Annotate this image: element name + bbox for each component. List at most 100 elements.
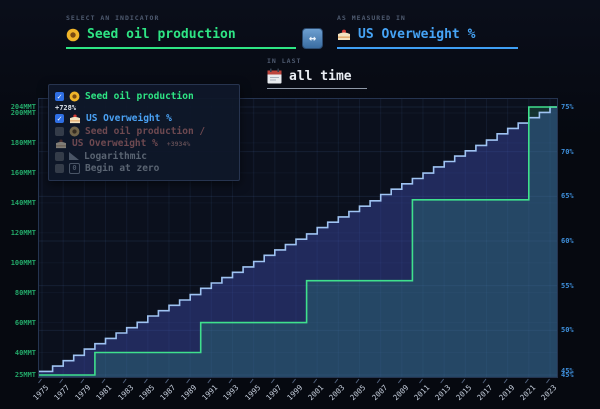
x-axis-label: 1999 [285, 383, 305, 403]
legend-item-ratio-line1[interactable]: Seed oil production / [55, 125, 233, 138]
y-axis-label-left: 60MMT [14, 318, 36, 327]
x-tick [440, 378, 445, 384]
x-axis-label: 2007 [369, 383, 390, 403]
indicator-field-label: SELECT AN INDICATOR [66, 14, 160, 22]
x-axis-label: 2015 [454, 383, 474, 403]
x-tick [397, 378, 402, 384]
x-tick [101, 378, 106, 384]
range-value: all time [289, 68, 352, 84]
y-axis-label-right: 55% [561, 281, 574, 290]
checkbox-unchecked-icon[interactable] [55, 151, 64, 161]
legend-label: Logarithmic [84, 150, 147, 162]
legend-label: Seed oil production / [85, 125, 206, 137]
x-axis-label: 2021 [518, 383, 538, 403]
range-select[interactable]: all time [267, 68, 367, 89]
checkbox-unchecked-icon[interactable] [55, 126, 64, 136]
y-axis-label-right: 50% [561, 326, 574, 335]
x-tick [207, 378, 212, 384]
overweight-area [38, 107, 558, 378]
x-tick [38, 378, 42, 384]
y-axis-label-left: 180MMT [10, 138, 36, 147]
checkbox-checked-icon[interactable]: ✓ [55, 91, 64, 101]
y-axis-label-left: 40MMT [14, 348, 36, 357]
legend-item-seed-oil[interactable]: ✓ Seed oil production [55, 90, 233, 103]
x-axis-label: 1983 [115, 383, 136, 403]
y-axis-right: 75% 70% 65% 60% 55% 50% 45% 45% [561, 0, 600, 409]
x-axis-label: 2005 [348, 383, 368, 403]
x-axis-label: 2003 [327, 383, 347, 403]
y-axis-label-right: 65% [561, 192, 574, 201]
x-axis-label: 2013 [433, 383, 453, 403]
x-tick [165, 378, 169, 384]
sunflower-icon [66, 28, 80, 42]
range-field-label: IN LAST [267, 57, 302, 65]
checkbox-checked-icon[interactable]: ✓ [55, 114, 64, 124]
legend-item-ratio-line2[interactable]: US Overweight % +3934% [55, 138, 233, 151]
sunflower-icon [69, 91, 80, 102]
legend-item-begin-at-zero[interactable]: 0 Begin at zero [55, 163, 233, 176]
cake-icon [337, 29, 351, 41]
x-axis-label: 1981 [94, 383, 114, 403]
y-axis-left: 204MMT 200MMT 180MMT 160MMT 140MMT 120MMT 100M… [0, 0, 36, 409]
cake-icon [69, 114, 81, 124]
legend-label: US Overweight % [86, 113, 172, 125]
x-tick [249, 378, 254, 384]
triangle-ruler-icon [69, 152, 79, 161]
legend-change-value: +728% [55, 103, 77, 112]
plot-svg[interactable] [38, 98, 558, 385]
legend-item-logarithmic[interactable]: Logarithmic [55, 150, 233, 163]
indicator-select[interactable]: Seed oil production [66, 27, 296, 49]
x-tick [546, 378, 550, 384]
x-tick [228, 378, 233, 384]
legend-panel: ✓ Seed oil production +728% ✓ US Overwei… [48, 84, 240, 181]
y-axis-label-right: 70% [561, 147, 574, 156]
x-axis-label: 1989 [179, 383, 199, 403]
x-axis-label: 1987 [158, 383, 178, 403]
x-tick [122, 378, 127, 384]
x-tick [482, 378, 487, 384]
x-tick [524, 378, 529, 384]
seed-oil-area [38, 107, 558, 378]
x-axis-label: 1977 [52, 383, 72, 403]
x-axis-label: 1979 [73, 383, 93, 403]
x-axis-label: 2017 [475, 383, 495, 403]
y-axis-label-left: 100MMT [10, 258, 36, 267]
y-axis-label-right: 45% [561, 371, 574, 379]
checkbox-unchecked-icon[interactable] [55, 164, 64, 174]
measure-field: AS MEASURED IN US Overweight % [337, 14, 518, 49]
legend-item-overweight[interactable]: ✓ US Overweight % [55, 113, 233, 126]
cake-icon [55, 139, 67, 149]
x-axis-label: 1985 [137, 383, 157, 403]
x-axis-label: 2001 [306, 383, 326, 403]
y-axis-label-left: 204MMT [10, 103, 36, 111]
x-axis-label: 1993 [221, 383, 241, 403]
x-tick [419, 378, 423, 384]
x-axis-label: 2023 [539, 383, 559, 403]
swap-arrows-icon: ↔ [308, 31, 317, 45]
measure-field-label: AS MEASURED IN [337, 14, 406, 22]
x-tick [186, 378, 191, 384]
legend-label: Seed oil production [85, 90, 194, 102]
sunflower-icon [69, 126, 80, 137]
y-axis-label-left: 25MMT [14, 371, 36, 379]
legend-label: Begin at zero [85, 163, 160, 175]
x-tick [355, 378, 360, 384]
x-tick [313, 378, 318, 384]
x-tick [59, 378, 64, 384]
legend-label: US Overweight % [72, 138, 158, 150]
y-axis-label-left: 80MMT [14, 288, 36, 297]
swap-button[interactable]: ↔ [302, 28, 323, 49]
y-axis-label-left: 140MMT [10, 198, 36, 207]
x-axis-label: 2019 [496, 383, 517, 403]
y-axis-label-left: 200MMT [10, 108, 36, 117]
x-axis-label: 2009 [391, 383, 411, 403]
x-tick [503, 378, 508, 384]
legend-change-value: +3934% [166, 139, 191, 148]
y-axis-label-right: 60% [561, 237, 574, 245]
measure-value: US Overweight % [358, 27, 476, 42]
seed-oil-line [38, 106, 558, 376]
measure-select[interactable]: US Overweight % [337, 27, 518, 49]
x-tick [334, 378, 339, 384]
